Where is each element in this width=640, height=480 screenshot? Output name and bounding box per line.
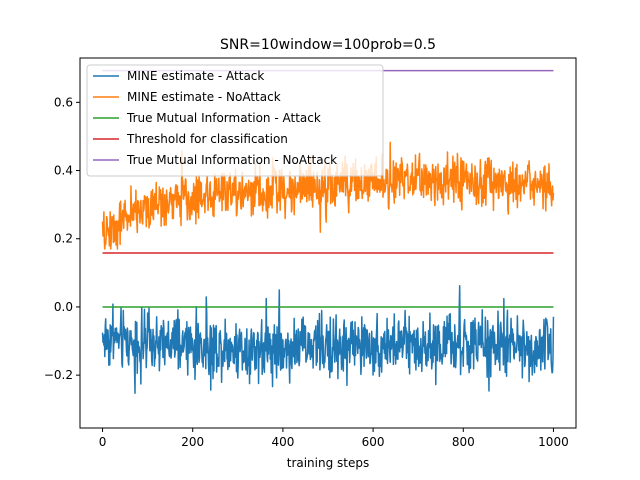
chart-title: SNR=10window=100prob=0.5 (220, 37, 436, 53)
x-tick-label: 600 (362, 435, 385, 449)
legend-label: Threshold for classification (126, 132, 288, 146)
x-axis-label: training steps (287, 456, 370, 470)
x-tick-label: 0 (99, 435, 107, 449)
y-tick-label: −0.2 (44, 368, 73, 382)
x-axis: 0 200 400 600 800 1000 (99, 428, 569, 449)
legend-label: MINE estimate - NoAttack (127, 90, 281, 104)
series-line-1 (101, 284, 555, 395)
x-tick-label: 800 (452, 435, 475, 449)
y-tick-label: 0.0 (54, 300, 73, 314)
y-tick-label: 0.6 (54, 95, 73, 109)
axes-frame (79, 57, 577, 429)
legend-label: True Mutual Information - NoAttack (126, 153, 337, 167)
legend: MINE estimate - Attack MINE estimate - No… (86, 64, 384, 177)
legend-label: MINE estimate - Attack (127, 69, 264, 83)
legend-label: True Mutual Information - Attack (126, 111, 321, 125)
y-tick-label: 0.4 (54, 164, 73, 178)
x-tick-label: 400 (271, 435, 294, 449)
x-tick-label: 1000 (538, 435, 569, 449)
y-axis: −0.2 0.0 0.2 0.4 0.6 (44, 95, 80, 382)
y-tick-label: 0.2 (54, 232, 73, 246)
x-tick-label: 200 (181, 435, 204, 449)
legend-frame (86, 64, 384, 177)
